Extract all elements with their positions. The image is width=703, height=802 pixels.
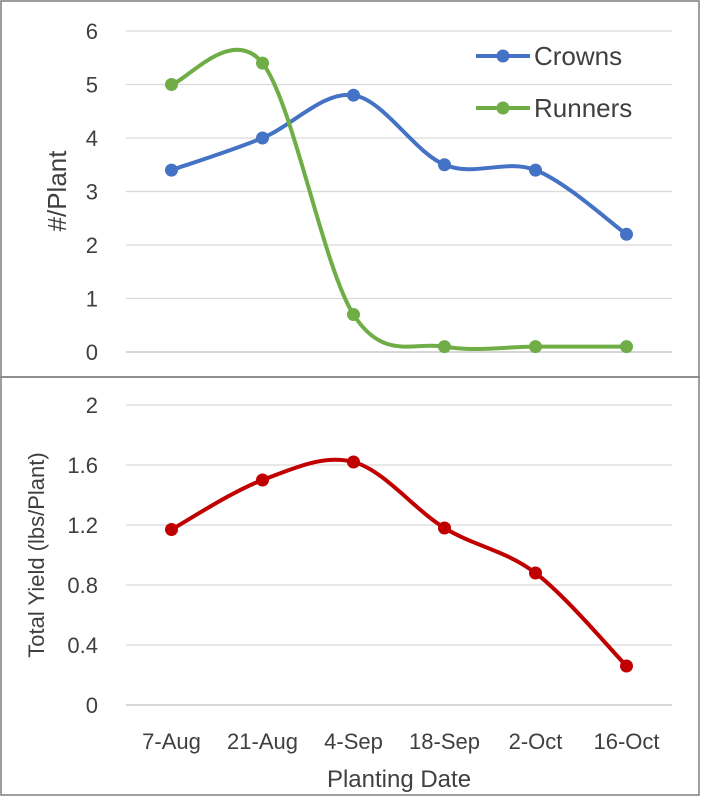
y-tick-label: 1.6 (67, 453, 98, 478)
data-point-yield (529, 566, 542, 580)
y-tick-label: 6 (86, 19, 98, 44)
data-point-crowns (256, 131, 269, 145)
data-point-runners (529, 340, 542, 354)
y-tick-label: 0.4 (67, 633, 98, 658)
legend-marker (496, 101, 510, 115)
x-tick-label: 21-Aug (227, 729, 298, 754)
series-line-yield (169, 457, 629, 668)
legend-marker (496, 49, 510, 63)
x-axis-label: Planting Date (327, 766, 471, 793)
x-tick-label: 18-Sep (409, 729, 480, 754)
y-tick-label: 3 (86, 180, 98, 205)
y-tick-label: 1 (86, 287, 98, 312)
data-point-runners (347, 308, 360, 322)
data-point-crowns (438, 158, 451, 172)
data-point-crowns (529, 163, 542, 177)
data-point-crowns (620, 227, 633, 241)
y-tick-label: 0 (86, 340, 98, 365)
y-tick-label: 5 (86, 73, 98, 98)
data-point-yield (256, 473, 269, 487)
data-point-runners (165, 78, 178, 91)
y-tick-label: 2 (86, 233, 98, 258)
data-point-yield (347, 455, 360, 469)
data-point-runners (438, 340, 451, 354)
y-tick-label: 0.8 (67, 573, 98, 598)
data-point-yield (438, 521, 451, 535)
data-point-crowns (347, 88, 360, 102)
x-tick-label: 4-Sep (324, 729, 383, 754)
y-tick-label: 0 (86, 693, 98, 718)
x-tick-label: 7-Aug (142, 729, 201, 754)
data-point-runners (620, 340, 633, 354)
data-point-yield (620, 659, 633, 673)
y-tick-label: 1.2 (67, 513, 98, 538)
y-axis-label: #/Plant (42, 150, 72, 232)
data-point-yield (165, 523, 178, 536)
y-axis-label: Total Yield (lbs/Plant) (24, 452, 49, 657)
y-tick-label: 4 (86, 126, 98, 151)
legend-label: Crowns (534, 41, 622, 71)
legend-label: Runners (534, 93, 632, 123)
x-tick-label: 16-Oct (593, 729, 659, 754)
x-tick-label: 2-Oct (509, 729, 563, 754)
y-tick-label: 2 (86, 393, 98, 418)
bottom-panel-border (0, 376, 700, 796)
data-point-runners (256, 56, 269, 70)
data-point-crowns (165, 163, 178, 177)
